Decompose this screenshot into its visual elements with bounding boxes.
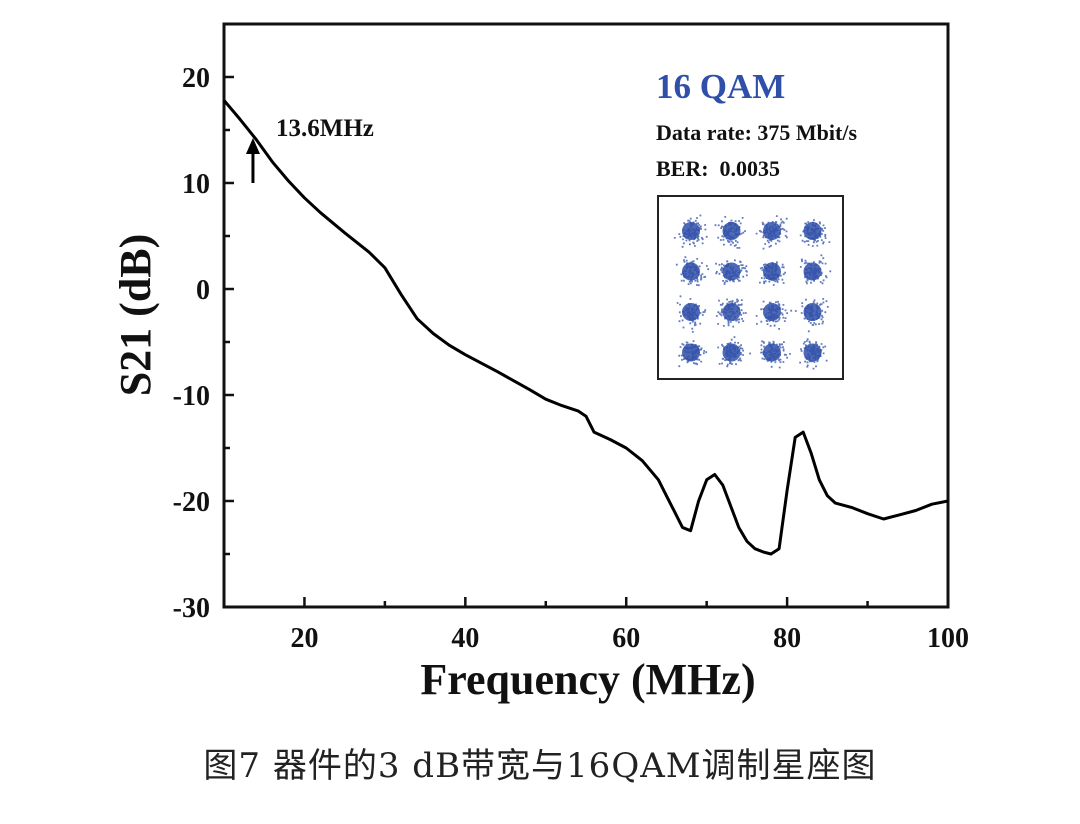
y-tick-label: -10 — [173, 381, 210, 412]
bandwidth-arrow-icon — [245, 138, 260, 183]
s21-series-line — [222, 99, 949, 556]
constellation-scatter — [799, 338, 828, 370]
bandwidth-annotation: 13.6MHz — [276, 115, 374, 142]
constellation-scatter — [717, 336, 751, 368]
inset-ber: BER: 0.0035 — [656, 156, 780, 181]
constellation-diagram — [673, 214, 832, 370]
y-axis-ticks: 20 10 0 -10 -20 -30 — [173, 22, 234, 624]
constellation-scatter — [799, 254, 832, 285]
x-tick-label: 60 — [612, 623, 640, 654]
figure-caption: 图7 器件的3 dB带宽与16QAM调制星座图 — [203, 746, 877, 786]
y-tick-label: 10 — [182, 169, 210, 200]
constellation-scatter — [715, 298, 747, 328]
constellation-scatter — [794, 298, 829, 333]
inset-data-rate: Data rate: 375 Mbit/s — [656, 120, 857, 145]
constellation-scatter — [799, 219, 831, 247]
y-axis-label: S21 (dB) — [111, 234, 160, 397]
constellation-scatter — [675, 256, 710, 287]
constellation-scatter — [755, 215, 788, 250]
constellation-scatter — [759, 261, 786, 286]
x-axis-label: Frequency (MHz) — [420, 655, 755, 704]
y-tick-label: -30 — [173, 593, 210, 624]
x-tick-label: 80 — [773, 623, 801, 654]
x-tick-label: 40 — [451, 623, 479, 654]
plot-frame — [222, 22, 950, 609]
constellation-scatter — [715, 259, 748, 285]
x-tick-label: 20 — [290, 623, 318, 654]
constellation-scatter — [760, 340, 791, 369]
constellation-scatter — [755, 300, 793, 330]
constellation-scatter — [678, 340, 708, 368]
inset-title: 16 QAM — [656, 67, 785, 106]
x-tick-label: 100 — [927, 623, 969, 654]
y-tick-label: -20 — [173, 487, 210, 518]
constellation-scatter — [714, 216, 746, 249]
y-tick-label: 0 — [196, 275, 210, 306]
y-tick-label: 20 — [182, 63, 210, 94]
constellation-scatter — [673, 214, 708, 248]
x-axis-ticks: 20 40 60 80 100 — [222, 597, 969, 654]
constellation-scatter — [676, 295, 707, 333]
